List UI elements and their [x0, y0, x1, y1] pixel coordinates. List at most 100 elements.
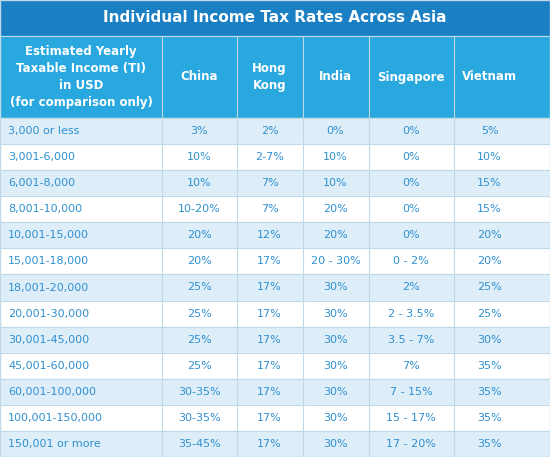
Text: 30%: 30% [323, 335, 348, 345]
Text: 20%: 20% [187, 230, 212, 240]
Text: 25%: 25% [477, 308, 502, 319]
Text: 25%: 25% [187, 308, 212, 319]
Text: 35%: 35% [477, 361, 502, 371]
Bar [0, 0, 550, 36]
Bar [0, 353, 550, 379]
Text: 10%: 10% [477, 152, 502, 162]
Text: 30%: 30% [323, 439, 348, 449]
Text: 10%: 10% [323, 178, 348, 188]
Bar [0, 327, 550, 353]
Text: 18,001-20,000: 18,001-20,000 [8, 282, 89, 292]
Text: 30-35%: 30-35% [178, 413, 221, 423]
Text: 10%: 10% [187, 178, 212, 188]
Text: 20%: 20% [323, 204, 348, 214]
Text: 30%: 30% [323, 413, 348, 423]
Text: 7%: 7% [261, 204, 278, 214]
Text: 7%: 7% [402, 361, 420, 371]
Bar [0, 196, 550, 222]
Text: 20%: 20% [323, 230, 348, 240]
Text: 8,001-10,000: 8,001-10,000 [8, 204, 82, 214]
Text: 35-45%: 35-45% [178, 439, 221, 449]
Text: 100,001-150,000: 100,001-150,000 [8, 413, 103, 423]
Text: 15,001-18,000: 15,001-18,000 [8, 256, 89, 266]
Text: 0%: 0% [402, 230, 420, 240]
Text: 2%: 2% [402, 282, 420, 292]
Text: 3,001-6,000: 3,001-6,000 [8, 152, 75, 162]
Text: 30%: 30% [323, 361, 348, 371]
Text: 20%: 20% [187, 256, 212, 266]
Text: 10%: 10% [323, 152, 348, 162]
Text: 35%: 35% [477, 413, 502, 423]
Text: 17%: 17% [257, 308, 282, 319]
Text: 17 - 20%: 17 - 20% [386, 439, 436, 449]
Text: 20%: 20% [477, 256, 502, 266]
Text: Singapore: Singapore [377, 70, 445, 84]
Text: 3%: 3% [190, 126, 208, 136]
Text: 35%: 35% [477, 439, 502, 449]
Bar [0, 405, 550, 431]
Text: 0 - 2%: 0 - 2% [393, 256, 429, 266]
Bar [0, 249, 550, 275]
Text: 45,001-60,000: 45,001-60,000 [8, 361, 89, 371]
Text: 30%: 30% [323, 308, 348, 319]
Text: Individual Income Tax Rates Across Asia: Individual Income Tax Rates Across Asia [103, 11, 447, 26]
Text: 30,001-45,000: 30,001-45,000 [8, 335, 89, 345]
Text: 0%: 0% [402, 204, 420, 214]
Text: 0%: 0% [402, 126, 420, 136]
Text: 25%: 25% [187, 335, 212, 345]
Text: 10%: 10% [187, 152, 212, 162]
Text: 15%: 15% [477, 204, 502, 214]
Text: Vietnam: Vietnam [462, 70, 517, 84]
Text: 7%: 7% [261, 178, 278, 188]
Bar [0, 379, 550, 405]
Text: 6,001-8,000: 6,001-8,000 [8, 178, 75, 188]
Bar [0, 301, 550, 327]
Text: 30%: 30% [477, 335, 502, 345]
Text: 17%: 17% [257, 282, 282, 292]
Text: 20,001-30,000: 20,001-30,000 [8, 308, 89, 319]
Text: 17%: 17% [257, 387, 282, 397]
Text: 3.5 - 7%: 3.5 - 7% [388, 335, 435, 345]
Text: 17%: 17% [257, 256, 282, 266]
Text: 150,001 or more: 150,001 or more [8, 439, 101, 449]
Text: 15%: 15% [477, 178, 502, 188]
Text: 25%: 25% [187, 361, 212, 371]
Text: 30-35%: 30-35% [178, 387, 221, 397]
Bar [0, 275, 550, 301]
Text: 15 - 17%: 15 - 17% [386, 413, 436, 423]
Text: India: India [319, 70, 352, 84]
Text: 2-7%: 2-7% [255, 152, 284, 162]
Text: 25%: 25% [187, 282, 212, 292]
Text: 17%: 17% [257, 361, 282, 371]
Text: 0%: 0% [402, 178, 420, 188]
Text: 17%: 17% [257, 413, 282, 423]
Text: Estimated Yearly
Taxable Income (TI)
in USD
(for comparison only): Estimated Yearly Taxable Income (TI) in … [10, 45, 152, 109]
Text: 0%: 0% [327, 126, 344, 136]
Text: 17%: 17% [257, 335, 282, 345]
Text: 17%: 17% [257, 439, 282, 449]
Text: China: China [180, 70, 218, 84]
Bar [0, 170, 550, 196]
Bar [0, 144, 550, 170]
Text: 10-20%: 10-20% [178, 204, 221, 214]
Bar [0, 222, 550, 249]
Text: 0%: 0% [402, 152, 420, 162]
Text: 20 - 30%: 20 - 30% [311, 256, 360, 266]
Text: 60,001-100,000: 60,001-100,000 [8, 387, 96, 397]
Text: 10,001-15,000: 10,001-15,000 [8, 230, 89, 240]
Bar [0, 431, 550, 457]
Text: Hong
Kong: Hong Kong [252, 62, 287, 92]
Text: 12%: 12% [257, 230, 282, 240]
Text: 25%: 25% [477, 282, 502, 292]
Text: 30%: 30% [323, 387, 348, 397]
Text: 3,000 or less: 3,000 or less [8, 126, 79, 136]
Text: 2 - 3.5%: 2 - 3.5% [388, 308, 435, 319]
Text: 5%: 5% [481, 126, 498, 136]
Bar [0, 118, 550, 144]
Text: 2%: 2% [261, 126, 278, 136]
Text: 35%: 35% [477, 387, 502, 397]
Text: 20%: 20% [477, 230, 502, 240]
Text: 30%: 30% [323, 282, 348, 292]
Text: 7 - 15%: 7 - 15% [390, 387, 432, 397]
Bar [0, 36, 550, 118]
